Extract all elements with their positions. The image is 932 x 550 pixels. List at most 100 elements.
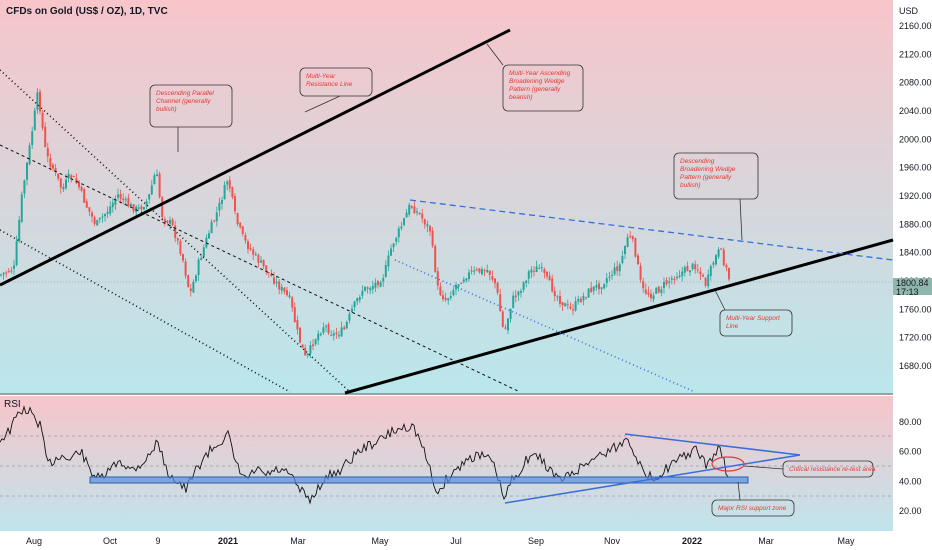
annotation-box: [149, 84, 233, 128]
candle-body: [312, 344, 314, 347]
candle-body: [208, 233, 210, 239]
candle-body: [130, 204, 132, 207]
candle-body: [686, 265, 689, 272]
candle-body: [286, 290, 288, 296]
candle-body: [598, 283, 600, 290]
candle-body: [197, 259, 200, 276]
candle-body: [486, 269, 489, 273]
candle-body: [507, 318, 509, 331]
candle-body: [65, 179, 67, 189]
candle-body: [366, 287, 369, 289]
candle-body: [163, 218, 166, 221]
candle-body: [280, 287, 283, 291]
candle-body: [691, 263, 694, 270]
candle-body: [252, 249, 255, 255]
candle-body: [7, 270, 10, 272]
candle-body: [127, 197, 130, 207]
annotation-text: Descending Broadening Wedge Pattern (gener…: [680, 158, 736, 189]
candle-body: [184, 261, 187, 276]
candle-body: [314, 339, 317, 345]
candle-body: [577, 298, 580, 302]
candle-body: [270, 273, 273, 277]
candle-body: [371, 286, 374, 290]
candle-body: [548, 275, 551, 281]
candle-body: [137, 207, 140, 209]
rsi-retest-circle: [711, 456, 745, 472]
candle-body: [267, 272, 270, 274]
candle-body: [176, 238, 179, 241]
candle-body: [660, 289, 663, 294]
currency-label: USD: [898, 6, 918, 16]
candle-body: [338, 335, 340, 337]
candle-body: [26, 162, 28, 180]
candle-body: [709, 266, 712, 276]
candle-body: [702, 274, 704, 277]
candle-body: [262, 259, 265, 267]
candle-body: [46, 147, 49, 157]
time-axis-label: Nov: [604, 536, 621, 546]
candle-body: [530, 269, 533, 273]
candle-body: [509, 308, 512, 320]
annotation-text: Multi-Year Ascending Broadening Wedge Patt…: [509, 70, 571, 101]
candle-body: [166, 220, 169, 223]
candle-body: [696, 269, 699, 271]
candle-body: [501, 311, 504, 327]
candle-body: [210, 222, 213, 234]
candle-body: [283, 287, 286, 292]
candle-body: [410, 206, 413, 209]
candle-body: [717, 249, 720, 257]
candle-body: [330, 334, 333, 336]
candle-body: [49, 157, 52, 167]
chart-title: CFDs on Gold (US$ / OZ), 1D, TVC: [6, 6, 168, 17]
candle-body: [348, 313, 351, 321]
rsi-triangle-upper: [624, 433, 801, 456]
annotation-text: Critical resistance re-test area: [789, 466, 876, 473]
annotation-box: [502, 64, 584, 112]
candle-body: [140, 206, 143, 210]
candle-body: [169, 220, 171, 224]
candle-body: [150, 185, 153, 195]
price-axis[interactable]: [893, 0, 932, 531]
candle-body: [600, 287, 603, 290]
annotations: Descending Parallel Channel (generally bul…: [149, 43, 876, 517]
candle-body: [153, 175, 156, 185]
candle-body: [616, 266, 619, 272]
candle-body: [174, 225, 177, 238]
candle-body: [273, 277, 275, 284]
time-axis-labels: Aug Oct 9 2021 Mar May Jul Sep Nov 2022 Mar May: [26, 536, 855, 546]
candle-body: [156, 174, 158, 177]
candle-body: [96, 220, 99, 226]
candle-body: [249, 248, 252, 250]
annotation-box: [299, 67, 373, 97]
candle-body: [213, 220, 216, 222]
candle-body: [231, 187, 234, 198]
candle-body: [397, 228, 400, 238]
candle-body: [494, 278, 496, 284]
rsi-tick-label: 40.00: [899, 476, 922, 486]
candle-body: [384, 265, 387, 277]
candle-body: [93, 217, 96, 224]
candle-body: [657, 286, 660, 293]
candle-body: [551, 278, 554, 292]
candle-body: [590, 287, 593, 292]
candle-body: [465, 278, 468, 281]
candle-body: [114, 199, 117, 205]
candle-body: [652, 295, 655, 300]
candle-body: [455, 284, 457, 290]
last-price-countdown: 17:13: [896, 287, 919, 297]
time-axis[interactable]: [0, 531, 932, 550]
candle-body: [265, 265, 268, 273]
candle-body: [725, 264, 728, 268]
channel-lower-line: [0, 229, 291, 393]
candle-body: [80, 186, 83, 191]
time-axis-label: Mar: [758, 536, 774, 546]
candle-body: [319, 333, 322, 336]
candle-body: [364, 286, 366, 291]
price-pane[interactable]: [0, 0, 893, 393]
candle-body: [104, 213, 106, 217]
candle-body: [475, 269, 478, 271]
candle-body: [257, 254, 260, 263]
candle-body: [647, 292, 650, 295]
candle-body: [254, 254, 257, 256]
